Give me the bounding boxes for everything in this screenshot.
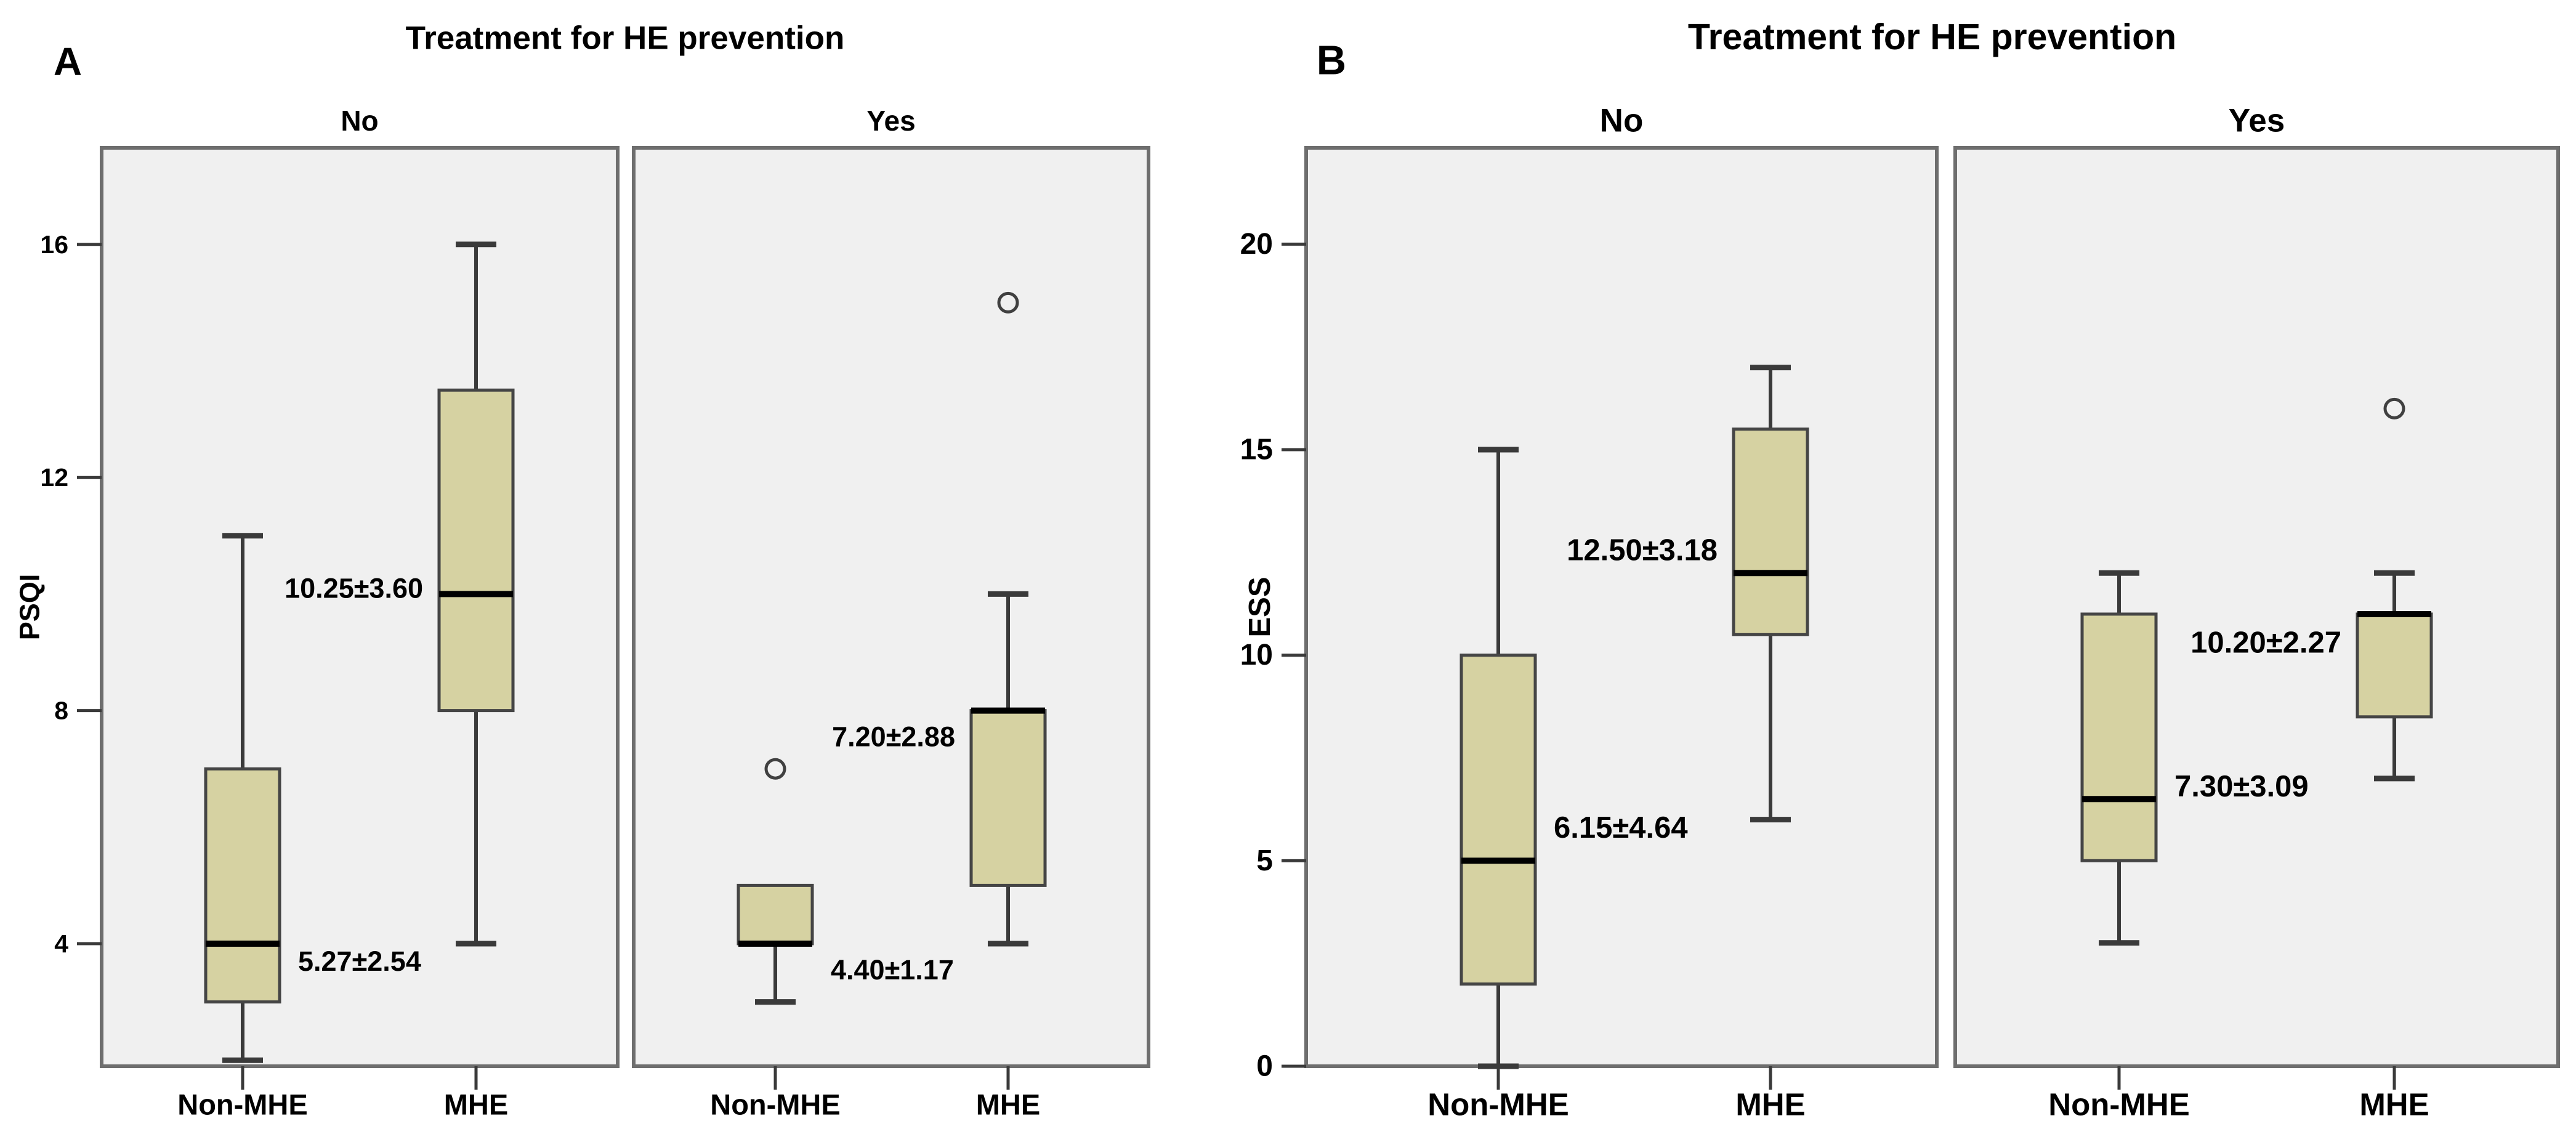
iqr-box: [2356, 612, 2433, 719]
chart-title: Treatment for HE prevention: [1688, 17, 2176, 57]
box-group-mhe: 12.50±3.18 MHE: [1567, 365, 1809, 1122]
box-group-mhe: 10.25±3.60 MHE: [285, 241, 515, 1121]
iqr-box: [437, 388, 515, 713]
figure-A: A Treatment for HE prevention PSQI No Yes 4 8 1…: [14, 20, 1150, 1121]
y-axis-label: PSQI: [14, 574, 46, 641]
mean-sd-annotation: 5.27±2.54: [298, 946, 421, 977]
y-tick-label: 20: [1240, 228, 1273, 261]
mean-sd-annotation: 4.40±1.17: [831, 954, 954, 986]
mean-sd-annotation: 10.25±3.60: [285, 572, 423, 604]
iqr-box: [737, 883, 814, 946]
mean-sd-annotation: 7.20±2.88: [832, 721, 955, 753]
y-tick-label: 4: [54, 929, 68, 958]
y-tick-label: 16: [40, 230, 68, 259]
x-category-label: MHE: [2359, 1087, 2429, 1122]
y-tick-label: 0: [1256, 1050, 1273, 1083]
iqr-box: [1460, 654, 1537, 986]
facet-panel: [1304, 146, 1939, 1068]
outlier-point: [997, 291, 1019, 314]
outlier-point: [764, 758, 786, 780]
mean-sd-annotation: 12.50±3.18: [1567, 534, 1718, 567]
facet-panel: [100, 146, 620, 1068]
facet-panel: [1953, 146, 2560, 1068]
iqr-box: [969, 709, 1047, 887]
figure-corner-label: A: [54, 39, 82, 84]
box-group-mhe: 7.20±2.88 MHE: [832, 291, 1047, 1121]
y-tick-label: 5: [1256, 844, 1273, 877]
chart-title: Treatment for HE prevention: [406, 20, 845, 57]
y-tick-label: 15: [1240, 434, 1273, 466]
x-category-label: Non-MHE: [710, 1088, 840, 1121]
facet-label: No: [341, 105, 378, 137]
y-tick-label: 8: [54, 697, 68, 725]
y-tick-label: 12: [40, 463, 68, 492]
mean-sd-annotation: 7.30±3.09: [2174, 770, 2309, 803]
box-group-non-mhe: 5.27±2.54 Non-MHE: [177, 533, 421, 1121]
box-group-non-mhe: 6.15±4.64 Non-MHE: [1427, 447, 1688, 1122]
facet-label: Yes: [2229, 103, 2285, 139]
iqr-box: [2080, 612, 2158, 862]
x-category-label: MHE: [976, 1088, 1040, 1121]
box-group-non-mhe: 4.40±1.17 Non-MHE: [710, 758, 954, 1121]
iqr-box: [204, 767, 281, 1004]
box-group-non-mhe: 7.30±3.09 Non-MHE: [2048, 570, 2309, 1122]
mean-sd-annotation: 10.20±2.27: [2190, 626, 2341, 660]
facet-panel: [632, 146, 1150, 1068]
facet-label: No: [1600, 103, 1644, 139]
x-category-label: MHE: [444, 1088, 508, 1121]
box-group-mhe: 10.20±2.27 MHE: [2190, 397, 2433, 1122]
y-tick-label: 10: [1240, 639, 1273, 671]
x-category-label: Non-MHE: [177, 1088, 307, 1121]
figure-B: B Treatment for HE prevention ESS No Yes 0 5 10…: [1240, 17, 2560, 1122]
figure-corner-label: B: [1317, 38, 1346, 84]
mean-sd-annotation: 6.15±4.64: [1554, 811, 1688, 844]
x-category-label: Non-MHE: [2048, 1087, 2189, 1122]
facet-label: Yes: [866, 105, 915, 137]
iqr-box: [1732, 427, 1809, 636]
y-axis-label: ESS: [1243, 577, 1277, 637]
x-category-label: MHE: [1735, 1087, 1805, 1122]
x-category-label: Non-MHE: [1427, 1087, 1569, 1122]
outlier-point: [2383, 397, 2405, 419]
